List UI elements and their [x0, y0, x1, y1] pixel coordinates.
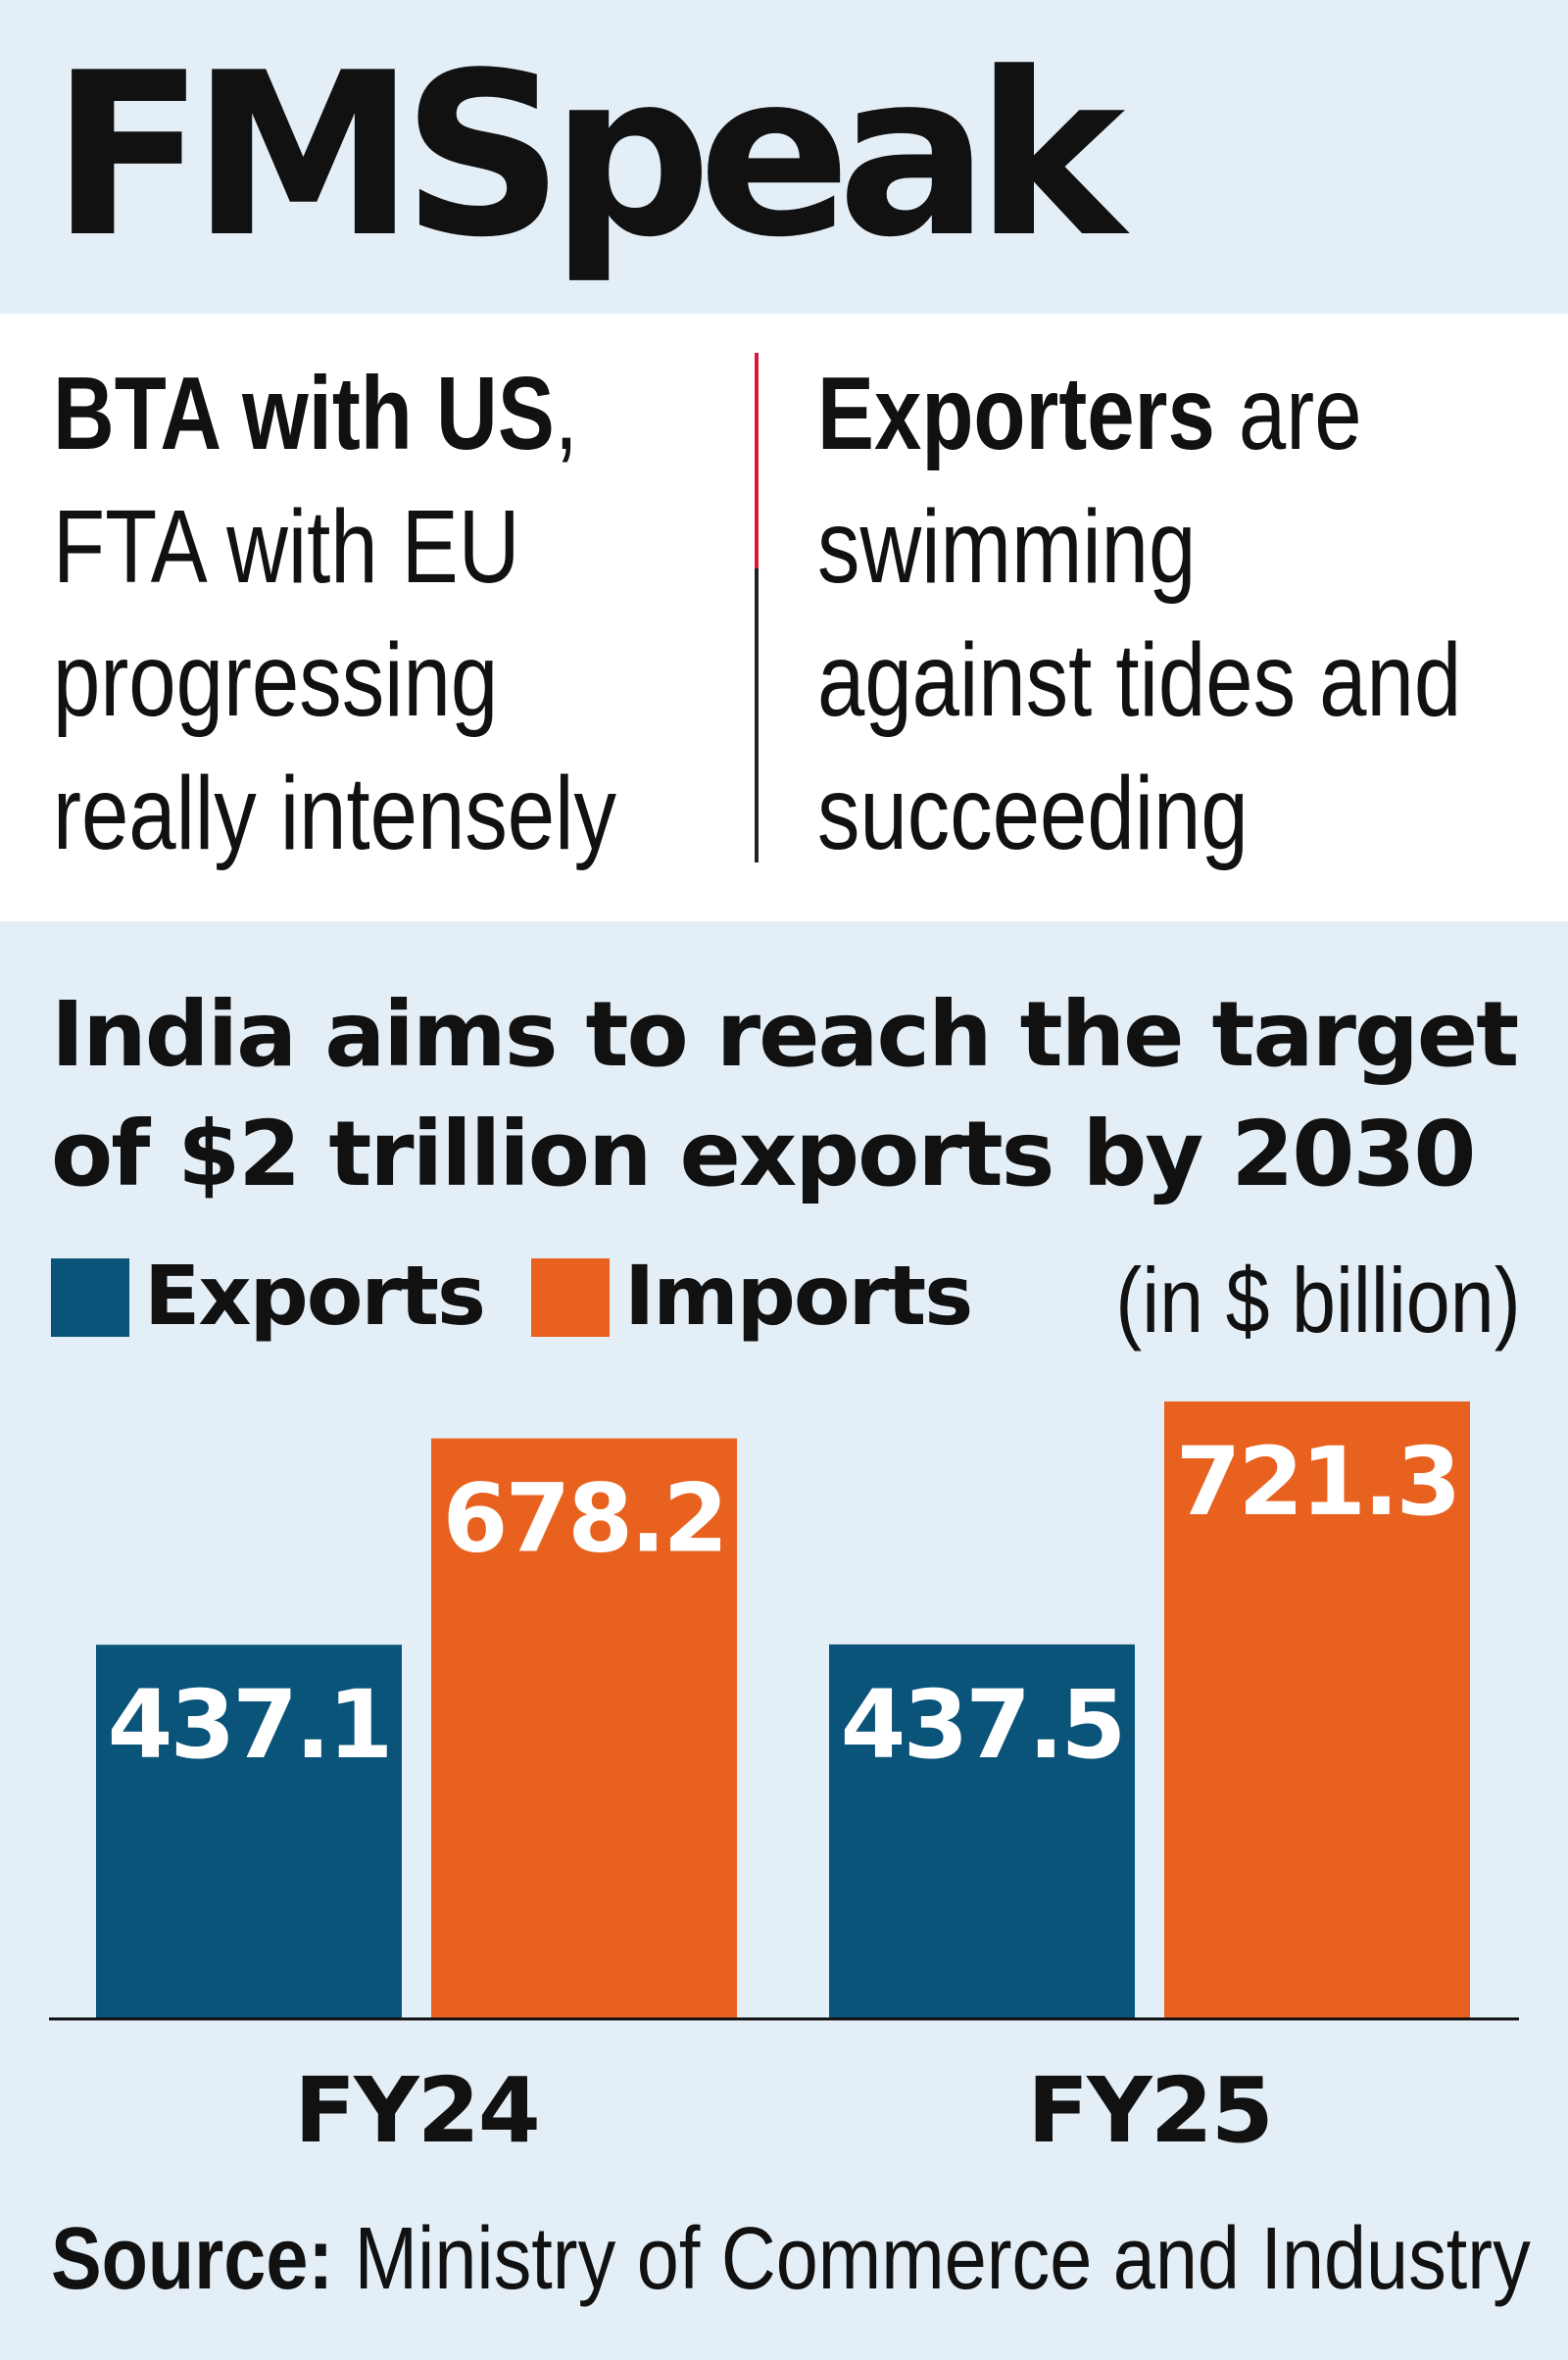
- quote-left-line-4: really intensely: [53, 756, 616, 871]
- bar-exports-fy24: [96, 1645, 402, 2019]
- value-label-imports-fy24: 678.2: [443, 1464, 726, 1574]
- bar-chart: 437.1 678.2 FY24 437.5 721.3 FY25: [49, 1401, 1519, 2163]
- source-line: Source: Ministry of Commerce and Industr…: [51, 2205, 1531, 2313]
- chart-title: India aims to reach the target of $2 tri…: [51, 982, 1519, 1206]
- quote-left: BTA with US, FTA with EU progressing rea…: [53, 347, 616, 880]
- legend-label-exports: Exports: [144, 1248, 486, 1344]
- bar-imports-fy25: [1164, 1401, 1470, 2019]
- legend-swatch-exports: [51, 1258, 129, 1337]
- bar-exports-fy25: [829, 1644, 1135, 2019]
- value-label-imports-fy25: 721.3: [1176, 1427, 1459, 1537]
- quote-right-rest: are: [1214, 356, 1362, 471]
- quote-left-line-1: BTA with US,: [53, 347, 616, 480]
- quote-right: Exporters are swimming against tides and…: [817, 347, 1461, 880]
- value-label-exports-fy25: 437.5: [841, 1670, 1124, 1780]
- quote-left-rest: ,: [554, 356, 578, 471]
- quote-right-line-2: swimming: [817, 489, 1197, 605]
- masthead: FMSpeak: [51, 25, 1125, 287]
- source-label: Source:: [51, 2210, 334, 2308]
- quote-right-line-4: succeeding: [817, 756, 1249, 871]
- quote-left-line-3: progressing: [53, 622, 499, 738]
- quote-left-bold: BTA with US: [53, 356, 555, 471]
- title-band: [0, 0, 1568, 314]
- category-label-fy24: FY24: [294, 2058, 539, 2163]
- quote-right-bold: Exporters: [817, 356, 1215, 471]
- bar-imports-fy24: [431, 1438, 737, 2019]
- quotes-panel: BTA with US, FTA with EU progressing rea…: [0, 314, 1568, 921]
- quote-right-line-3: against tides and: [817, 622, 1462, 738]
- legend: Exports Imports (in $ billion): [51, 1247, 1521, 1354]
- quote-left-line-2: FTA with EU: [53, 489, 520, 605]
- legend-swatch-imports: [531, 1258, 610, 1337]
- unit-label: (in $ billion): [1115, 1249, 1521, 1352]
- legend-label-imports: Imports: [624, 1248, 973, 1344]
- value-label-exports-fy24: 437.1: [108, 1670, 391, 1780]
- source-text: Ministry of Commerce and Industry: [333, 2210, 1531, 2308]
- quote-divider: [755, 353, 759, 862]
- quote-right-line-1: Exporters are: [817, 347, 1461, 480]
- category-label-fy25: FY25: [1027, 2058, 1272, 2163]
